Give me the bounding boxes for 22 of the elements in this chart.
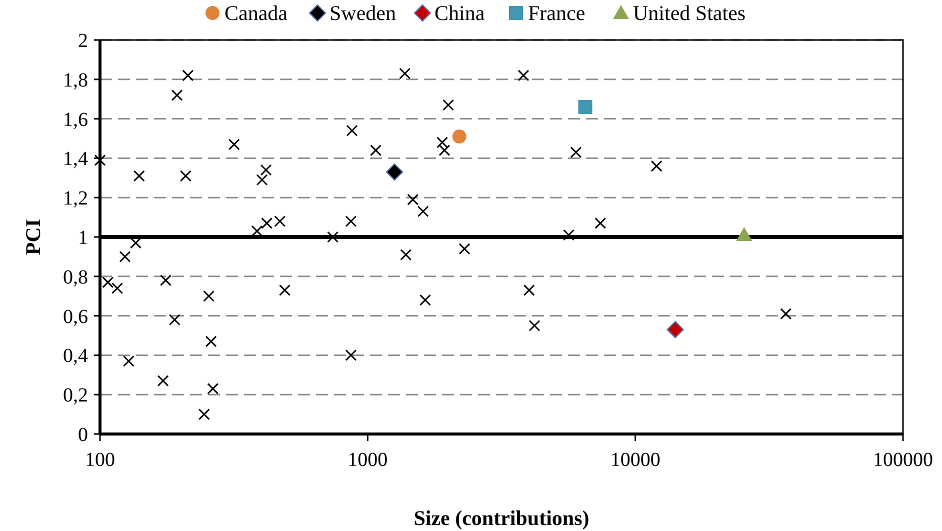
y-tick-label: 1,6 <box>63 108 88 131</box>
y-tick-label: 2 <box>78 30 88 52</box>
x-tick-label: 1000 <box>348 449 388 471</box>
y-tick-label: 1,8 <box>63 69 88 92</box>
y-tick-label: 0,4 <box>63 345 88 368</box>
y-tick-label: 1,2 <box>63 188 88 210</box>
x-tick-label: 100000 <box>873 449 933 471</box>
y-tick-label: 0 <box>78 424 88 446</box>
y-tick-label: 0,8 <box>63 266 88 288</box>
x-axis-title: Size (contributions) <box>414 506 590 530</box>
legend-label: France <box>528 1 586 25</box>
x-tick-label: 10000 <box>610 449 660 471</box>
legend-label: China <box>434 1 486 25</box>
legend-label: Sweden <box>330 1 396 25</box>
legend-label: Canada <box>224 1 288 25</box>
legend-label: United States <box>633 1 746 25</box>
y-axis-title: PCI <box>21 218 45 256</box>
y-tick-label: 1 <box>78 227 88 249</box>
x-tick-label: 100 <box>85 449 115 471</box>
y-tick-label: 0,2 <box>63 384 88 407</box>
y-tick-label: 0,6 <box>63 306 88 328</box>
y-tick-label: 1,4 <box>63 148 88 170</box>
